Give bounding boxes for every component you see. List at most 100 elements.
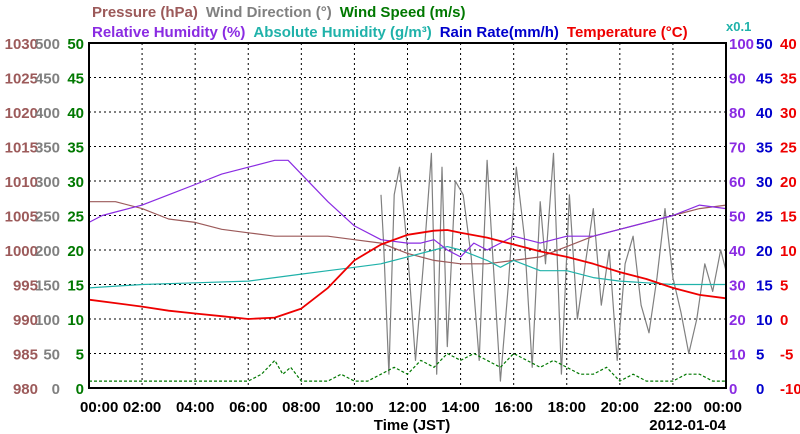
wind-direction-tick-label: 100 <box>35 312 60 329</box>
wind-speed-tick-label: 0 <box>76 381 84 398</box>
legend-entry: Rain Rate(mm/h) <box>440 24 559 41</box>
left-axes: 9809859909951000100510101015102010251030… <box>5 36 84 398</box>
pressure-tick-label: 995 <box>13 278 38 295</box>
temperature-tick-label: 35 <box>780 71 797 88</box>
wind-direction-tick-label: 500 <box>35 36 60 53</box>
pressure-tick-label: 985 <box>13 347 38 364</box>
temperature-tick-label: 40 <box>780 36 797 53</box>
relative-humidity-tick-label: 100 <box>729 36 754 53</box>
pressure-tick-label: 1015 <box>5 140 38 157</box>
temperature-tick-label: 15 <box>780 209 797 226</box>
absolute-humidity-g-m-line <box>88 246 726 289</box>
legend-entry: Absolute Humidity (g/m³) <box>253 24 431 41</box>
x-tick-label: 20:00 <box>601 399 639 416</box>
relative-humidity-tick-label: 50 <box>729 209 746 226</box>
temperature-tick-label: -10 <box>780 381 800 398</box>
pressure-tick-label: 1025 <box>5 71 38 88</box>
relative-humidity-tick-label: 30 <box>729 278 746 295</box>
wind-speed-tick-label: 10 <box>67 312 84 329</box>
legend-entry: Wind Direction (°) <box>206 4 332 21</box>
pressure-tick-label: 1020 <box>5 105 38 122</box>
wind-direction-tick-label: 400 <box>35 105 60 122</box>
x-axis-label: Time (JST) <box>374 417 450 434</box>
plot-frame <box>88 42 727 389</box>
wind-direction-tick-label: 200 <box>35 243 60 260</box>
x-tick-label: 14:00 <box>441 399 479 416</box>
x-tick-label: 08:00 <box>282 399 320 416</box>
rain-rate-tick-label: 15 <box>756 278 773 295</box>
pressure-tick-label: 1010 <box>5 174 38 191</box>
x-tick-label: 16:00 <box>494 399 532 416</box>
x-axis: 00:00 02:00 04:00 06:00 08:00 10:00 12:00 14:00… <box>80 399 742 416</box>
wind-direction-line <box>380 152 727 382</box>
wind-direction-tick-label: 450 <box>35 71 60 88</box>
legend: Pressure (hPa) Wind Direction (°) Wind Spe… <box>92 4 688 41</box>
temperature-tick-label: -5 <box>780 347 793 364</box>
x-tick-label: 10:00 <box>335 399 373 416</box>
legend-entry: Temperature (°C) <box>567 24 688 41</box>
x-tick-label: 00:00 <box>704 399 742 416</box>
x-tick-label: 02:00 <box>123 399 161 416</box>
date-label: 2012-01-04 <box>649 417 726 434</box>
wind-speed-tick-label: 50 <box>67 36 84 53</box>
pressure-tick-label: 1030 <box>5 36 38 53</box>
wind-speed-m-s-line <box>89 352 726 382</box>
relative-humidity-tick-label: 40 <box>729 243 746 260</box>
relative-humidity-tick-label: 60 <box>729 174 746 191</box>
temperature-tick-label: 20 <box>780 174 797 191</box>
relative-humidity-tick-label: 90 <box>729 71 746 88</box>
right-axes: 0102030405060708090100051015202530354045… <box>726 19 800 398</box>
relative-humidity-tick-label: 80 <box>729 105 746 122</box>
pressure-tick-label: 1000 <box>5 243 38 260</box>
temperature-tick-label: 30 <box>780 105 797 122</box>
wind-speed-tick-label: 40 <box>67 105 84 122</box>
pressure-tick-label: 980 <box>13 381 38 398</box>
relative-humidity-tick-label: 10 <box>729 347 746 364</box>
temperature-tick-label: 25 <box>780 140 797 157</box>
wind-direction-tick-label: 150 <box>35 278 60 295</box>
rain-rate-tick-label: 45 <box>756 71 773 88</box>
rain-rate-tick-label: 20 <box>756 243 773 260</box>
wind-speed-tick-label: 5 <box>76 347 84 364</box>
pressure-tick-label: 990 <box>13 312 38 329</box>
grid <box>89 43 726 388</box>
legend-entry: Pressure (hPa) <box>92 4 198 21</box>
wind-direction-tick-label: 300 <box>35 174 60 191</box>
temperature-tick-label: 10 <box>780 243 797 260</box>
wind-speed-tick-label: 35 <box>67 140 84 157</box>
rain-rate-tick-label: 5 <box>756 347 764 364</box>
pressure-tick-label: 1005 <box>5 209 38 226</box>
legend-entry: Wind Speed (m/s) <box>340 4 466 21</box>
wind-direction-tick-label: 250 <box>35 209 60 226</box>
wind-direction-tick-label: 50 <box>43 347 60 364</box>
rain-rate-tick-label: 50 <box>756 36 773 53</box>
relative-humidity-tick-label: 20 <box>729 312 746 329</box>
temperature-tick-label: 5 <box>780 278 788 295</box>
rain-rate-tick-label: 30 <box>756 174 773 191</box>
legend-entry: Relative Humidity (%) <box>92 24 245 41</box>
series-layer <box>88 152 727 382</box>
wind-direction-tick-label: 350 <box>35 140 60 157</box>
rain-rate-tick-label: 40 <box>756 105 773 122</box>
rain-rate-scale-note: x0.1 <box>726 19 751 34</box>
x-tick-label: 12:00 <box>388 399 426 416</box>
wind-speed-tick-label: 20 <box>67 243 84 260</box>
rain-rate-tick-label: 10 <box>756 312 773 329</box>
wind-speed-tick-label: 25 <box>67 209 84 226</box>
rain-rate-tick-label: 35 <box>756 140 773 157</box>
temperature-tick-label: 0 <box>780 312 788 329</box>
wind-speed-tick-label: 15 <box>67 278 84 295</box>
rain-rate-tick-label: 0 <box>756 381 764 398</box>
x-tick-label: 18:00 <box>548 399 586 416</box>
relative-humidity-tick-label: 0 <box>729 381 737 398</box>
x-tick-label: 04:00 <box>176 399 214 416</box>
wind-speed-tick-label: 45 <box>67 71 84 88</box>
relative-humidity-line <box>88 159 727 258</box>
rain-rate-tick-label: 25 <box>756 209 773 226</box>
x-tick-label: 06:00 <box>229 399 267 416</box>
wind-speed-tick-label: 30 <box>67 174 84 191</box>
x-tick-label: 22:00 <box>654 399 692 416</box>
temperature-c-line <box>88 229 727 320</box>
x-tick-label: 00:00 <box>80 399 118 416</box>
